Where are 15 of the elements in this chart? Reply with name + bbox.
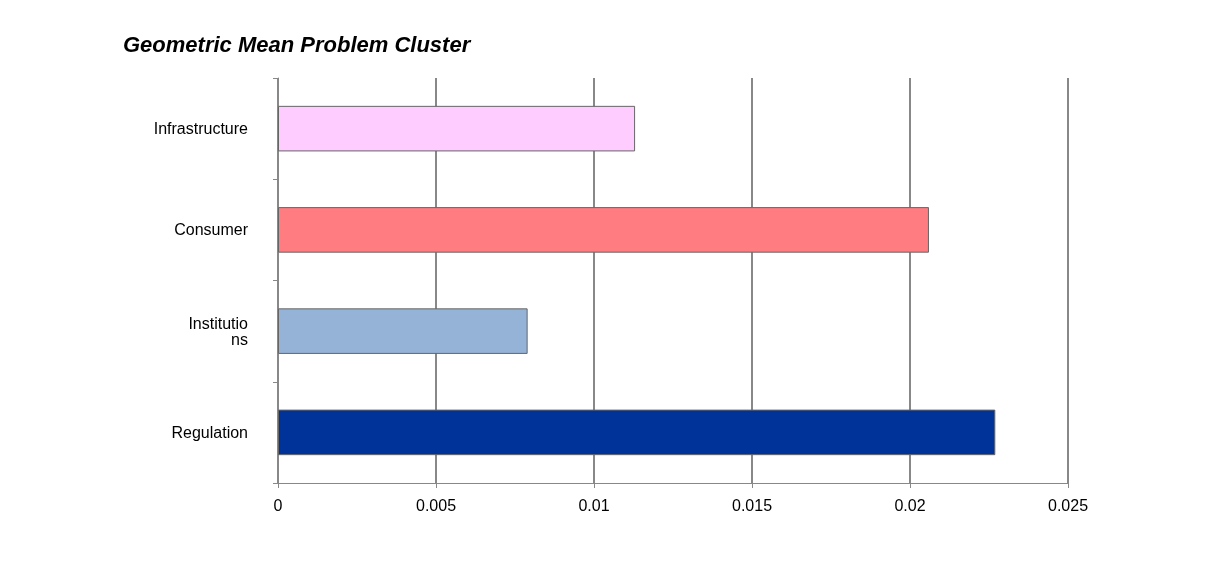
y-tick-label: Infrastructure [153,120,249,138]
bar [278,409,996,456]
y-tick-label: Regulation [171,423,248,441]
x-tick-label: 0.015 [731,496,773,514]
x-tick-label: 0.02 [894,496,926,514]
bar [278,308,528,354]
chart-title: Geometric Mean Problem Cluster [123,31,472,57]
bar [278,105,636,152]
x-tick-label: 0.01 [578,496,610,514]
bar [278,207,929,253]
x-tick-label: 0.025 [1047,496,1089,514]
x-tick-label: 0 [273,496,283,514]
y-tick-label: Institutio ns [188,314,249,348]
x-tick-label: 0.005 [415,496,457,514]
y-tick-label: Consumer [174,221,249,239]
